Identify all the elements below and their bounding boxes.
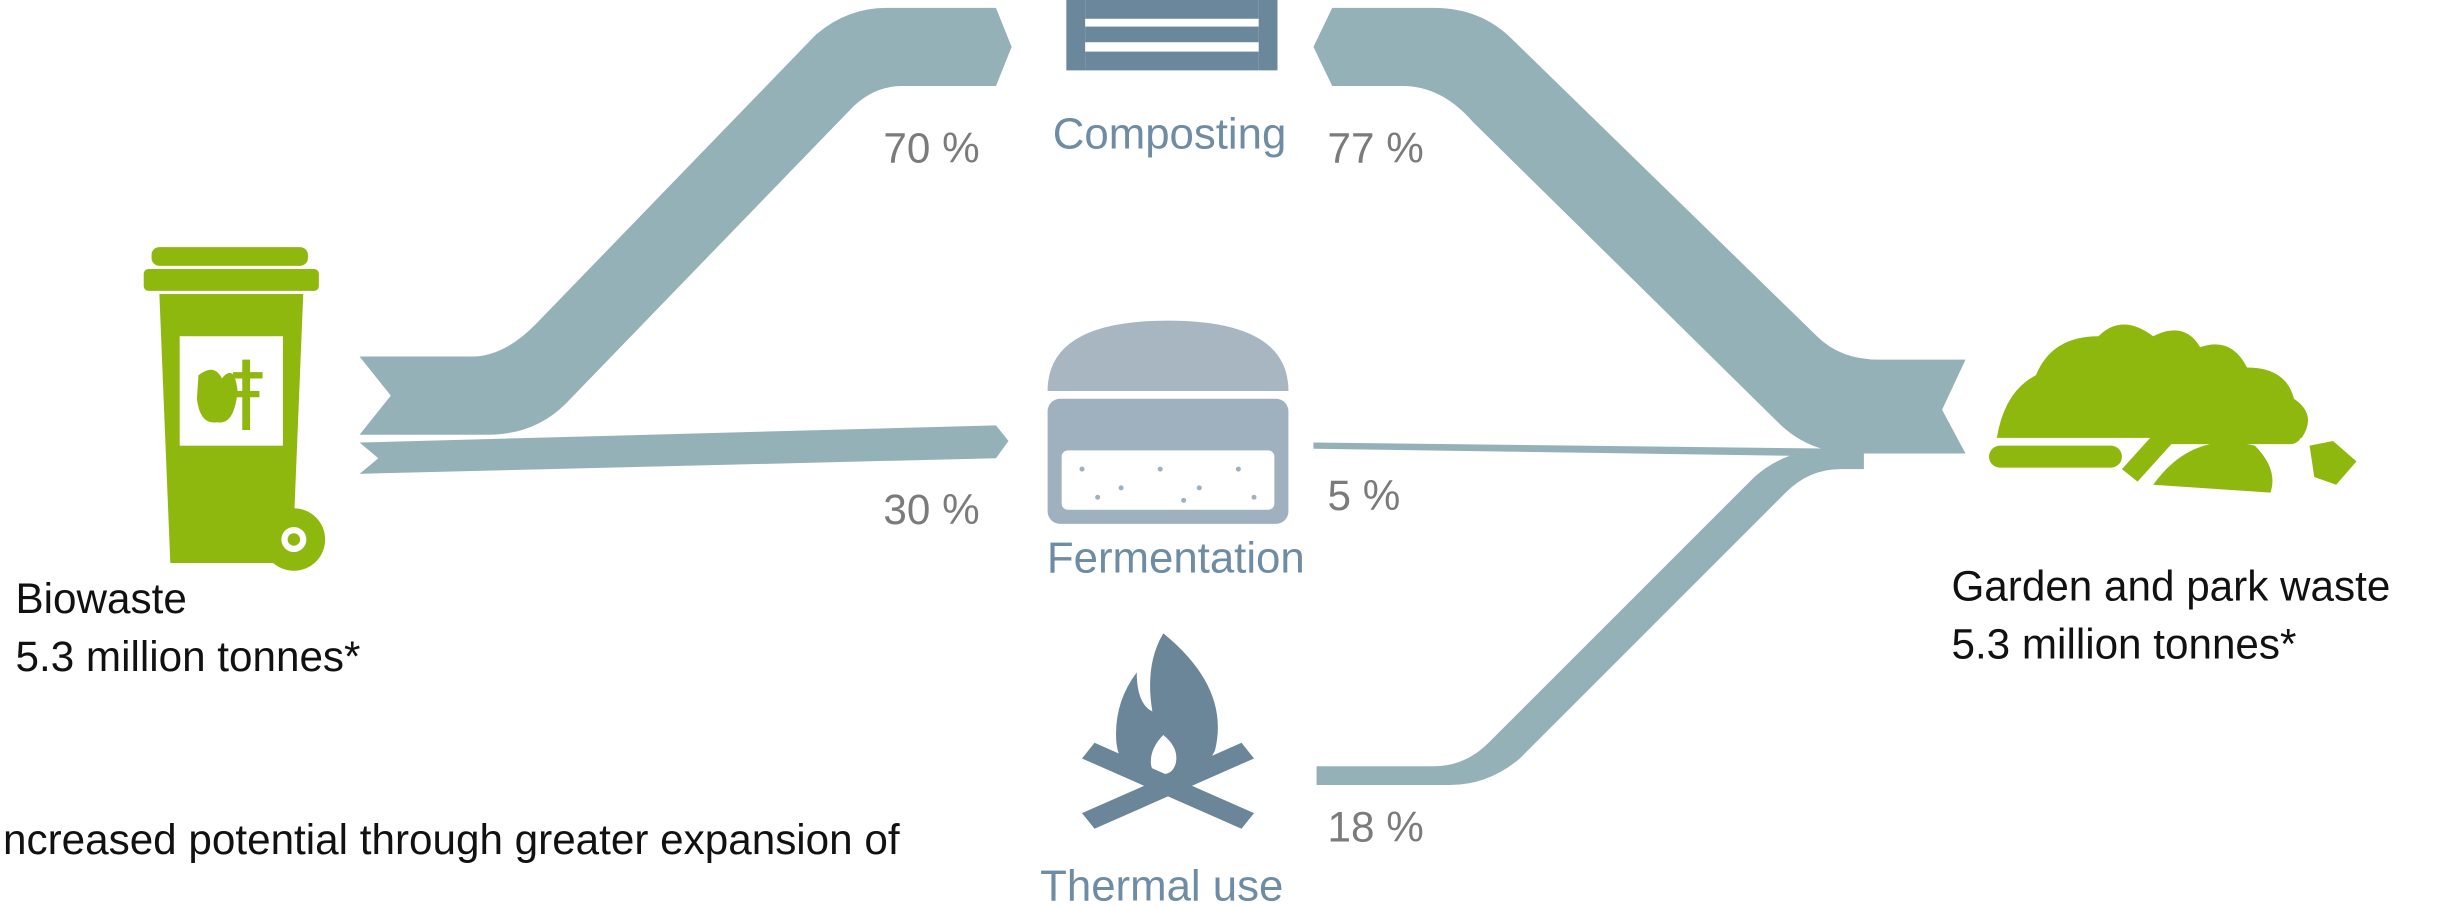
process-label: Thermal use <box>1040 862 1283 907</box>
source-amount: 5.3 million tonnes* <box>15 633 360 680</box>
source-label: Garden and park waste <box>1951 562 2390 609</box>
thermal-icon <box>1082 633 1255 829</box>
biowaste-bin <box>143 247 326 571</box>
flow-label: 77 % <box>1328 125 1424 172</box>
process-label: Composting <box>1053 110 1287 159</box>
flow-label: 70 % <box>883 125 979 172</box>
source-label: Biowaste <box>15 575 186 622</box>
flow-biowaste-fermentation <box>359 425 1009 474</box>
flow-thermal-garden <box>1316 448 1864 786</box>
flow-label: 5 % <box>1328 472 1401 519</box>
fermentation-icon <box>1047 320 1289 524</box>
source-amount: 5.3 million tonnes* <box>1951 620 2296 667</box>
flow-label: 18 % <box>1328 803 1424 850</box>
flow-biowaste-composting <box>359 7 1012 435</box>
flow-fermentation-garden <box>1313 442 1849 457</box>
flows <box>359 7 1966 786</box>
garden-waste-icon <box>1989 324 2357 493</box>
process-label: Fermentation <box>1047 533 1305 582</box>
flow-label: 30 % <box>883 486 979 533</box>
flow-composting-garden <box>1313 7 1966 454</box>
footnote: ncreased potential through greater expan… <box>3 816 900 863</box>
composting-icon <box>1066 0 1278 71</box>
